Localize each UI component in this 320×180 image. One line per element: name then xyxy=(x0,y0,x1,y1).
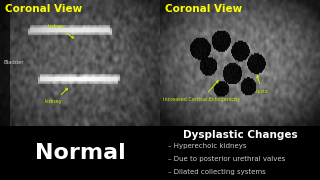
Text: – Due to posterior urethral valves: – Due to posterior urethral valves xyxy=(168,156,285,162)
Text: Bladder: Bladder xyxy=(3,60,24,66)
Text: Dysplastic Changes: Dysplastic Changes xyxy=(183,130,297,140)
Text: – Hyperechoic kidneys: – Hyperechoic kidneys xyxy=(168,143,246,149)
Text: kidney: kidney xyxy=(45,88,68,104)
Text: – Dilated collecting systems: – Dilated collecting systems xyxy=(168,169,266,175)
Text: cysts: cysts xyxy=(256,75,268,94)
Text: kidney: kidney xyxy=(48,24,74,38)
Text: Increased Cortical Echogenicity: Increased Cortical Echogenicity xyxy=(163,81,240,102)
Text: Coronal View: Coronal View xyxy=(165,4,242,14)
Text: Normal: Normal xyxy=(35,143,125,163)
Text: Coronal View: Coronal View xyxy=(5,4,82,14)
